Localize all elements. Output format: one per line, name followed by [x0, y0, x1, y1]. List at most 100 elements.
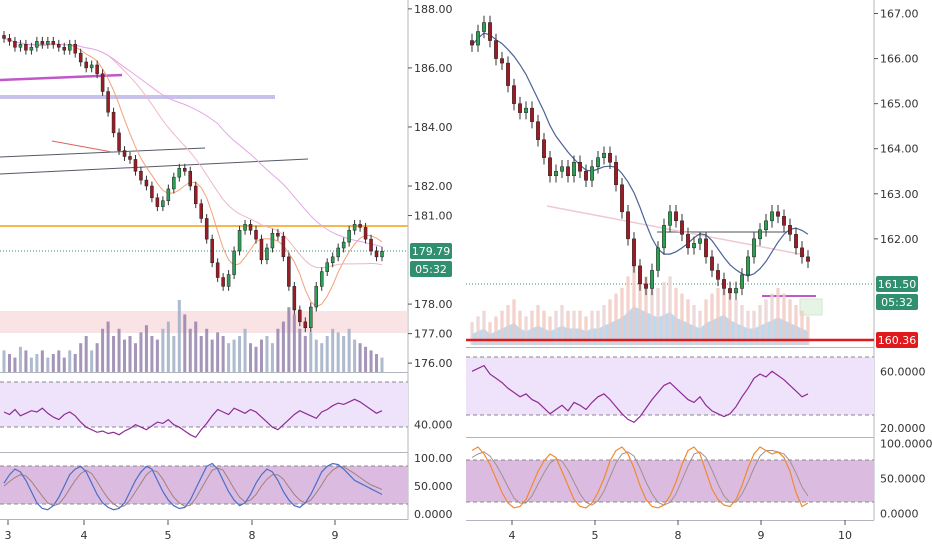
right-volume-bar: [710, 293, 714, 345]
left-volume-bar: [62, 357, 66, 372]
left-volume-bar: [254, 346, 258, 372]
right-candle-body: [734, 288, 738, 294]
right-volume-bar: [548, 316, 552, 345]
right-volume-bar: [668, 276, 672, 345]
right-candle-body: [650, 270, 654, 289]
right-volume-bar: [572, 310, 576, 345]
right-candle-body: [716, 270, 720, 280]
left-volume-bar: [342, 336, 346, 372]
left-volume-bar: [188, 328, 192, 372]
left-candle-body: [248, 224, 253, 231]
right-candle-body: [548, 157, 552, 177]
right-time-axis[interactable]: 4 5 8 9 10: [509, 520, 853, 542]
right-candle-body: [758, 229, 762, 240]
right-volume-bar: [566, 310, 570, 345]
right-candle-body: [662, 225, 666, 249]
right-volume-bar: [632, 265, 636, 345]
right-time-tick-label: 9: [758, 529, 765, 542]
left-candle-body: [35, 41, 39, 48]
right-pink-trendline[interactable]: [546, 205, 806, 256]
right-price-tick-label: 167.00: [880, 8, 919, 21]
left-candle-body: [40, 41, 45, 45]
right-candle-body: [530, 107, 534, 122]
right-candle-body: [554, 170, 558, 177]
right-volume-bar: [734, 299, 738, 345]
left-volume-bar: [90, 350, 94, 372]
left-candle-body: [161, 200, 165, 207]
left-price-tick-label: 188.00: [414, 3, 453, 16]
right-time-tick-label: 5: [592, 529, 599, 542]
right-support-label: 160.36: [878, 334, 917, 347]
right-volume-bars: [470, 265, 810, 345]
left-volume-bar: [101, 328, 105, 372]
left-candle-body: [363, 227, 368, 240]
left-candle-body: [139, 170, 143, 181]
left-last-price-label: 179.79: [412, 245, 451, 258]
right-volume-bar: [728, 293, 732, 345]
left-red-trendline[interactable]: [51, 140, 113, 153]
left-gray-trendline-2[interactable]: [0, 158, 309, 175]
left-candle-body: [177, 168, 182, 178]
left-candle-body: [95, 64, 99, 75]
left-volume-bar: [309, 332, 313, 372]
left-volume-bar: [369, 350, 373, 372]
left-candle-body: [67, 44, 72, 51]
left-candle-body: [303, 321, 308, 328]
left-candle-body: [347, 230, 351, 243]
left-volume-bar: [298, 328, 302, 372]
left-volume-bar: [133, 343, 137, 372]
right-candle-body: [794, 234, 798, 249]
left-candle-body: [183, 168, 187, 172]
right-candle-body: [800, 247, 804, 258]
left-volume-bar: [117, 328, 121, 372]
right-stoch-tick-label: 100.0000: [880, 438, 932, 451]
left-chart-panel[interactable]: 188.00 186.00 184.00 182.00 181.00 178.00 177.…: [0, 0, 467, 542]
left-volume-bar: [128, 336, 132, 372]
left-volume-bar: [172, 336, 176, 372]
right-last-price-badge: [876, 276, 918, 292]
right-candle-body: [770, 211, 774, 222]
right-price-tick-label: 166.00: [880, 53, 919, 66]
right-volume-bar: [740, 305, 744, 345]
left-volume-bar: [13, 357, 17, 372]
right-candle-body: [686, 234, 690, 249]
right-volume-bar: [770, 293, 774, 345]
left-price-axis[interactable]: 188.00 186.00 184.00 182.00 181.00 178.00 177.…: [408, 3, 453, 370]
right-candle-body: [740, 274, 744, 289]
left-candle-body: [24, 44, 28, 51]
right-volume-bar: [680, 293, 684, 345]
left-candle-body: [133, 159, 138, 172]
right-candle-body: [776, 211, 780, 217]
left-volume-bar: [139, 332, 143, 372]
right-stoch-axis: 100.0000 50.0000 0.0000: [880, 438, 932, 521]
left-volume-bar: [57, 350, 61, 372]
right-chart-panel[interactable]: 167.00 166.00 165.00 164.00 163.00 162.00 4 5 8…: [466, 0, 932, 542]
left-candle-body: [29, 46, 34, 51]
right-rsi-tick-label: 20.0000: [880, 422, 926, 435]
left-ma-line: [3, 37, 383, 269]
right-candle-body: [656, 247, 660, 271]
right-candle-body: [626, 211, 630, 240]
right-candle-body: [476, 31, 480, 46]
left-candle-body: [84, 61, 88, 69]
right-moving-average: [471, 32, 809, 277]
left-candle-body: [276, 232, 280, 237]
left-rsi-tick-label: 40.0000: [414, 419, 460, 432]
left-candle-body: [210, 238, 214, 264]
left-time-axis[interactable]: 3 4 5 8 9: [5, 520, 339, 542]
left-countdown-label: 05:32: [415, 263, 447, 276]
right-price-axis[interactable]: 167.00 166.00 165.00 164.00 163.00 162.00: [874, 8, 919, 246]
left-volume-bar: [353, 339, 357, 372]
left-candle-body: [374, 250, 379, 258]
left-volume-bar: [199, 336, 203, 372]
left-gray-trendline-1[interactable]: [0, 147, 206, 158]
right-volume-bar: [662, 282, 666, 345]
right-countdown-label: 05:32: [881, 296, 913, 309]
left-price-tick-label: 186.00: [414, 62, 453, 75]
left-candle-body: [51, 41, 56, 45]
right-candle-body: [680, 220, 684, 235]
left-candle-body: [259, 238, 264, 261]
right-candle-body: [494, 40, 498, 59]
left-pink-support-zone: [0, 311, 408, 333]
